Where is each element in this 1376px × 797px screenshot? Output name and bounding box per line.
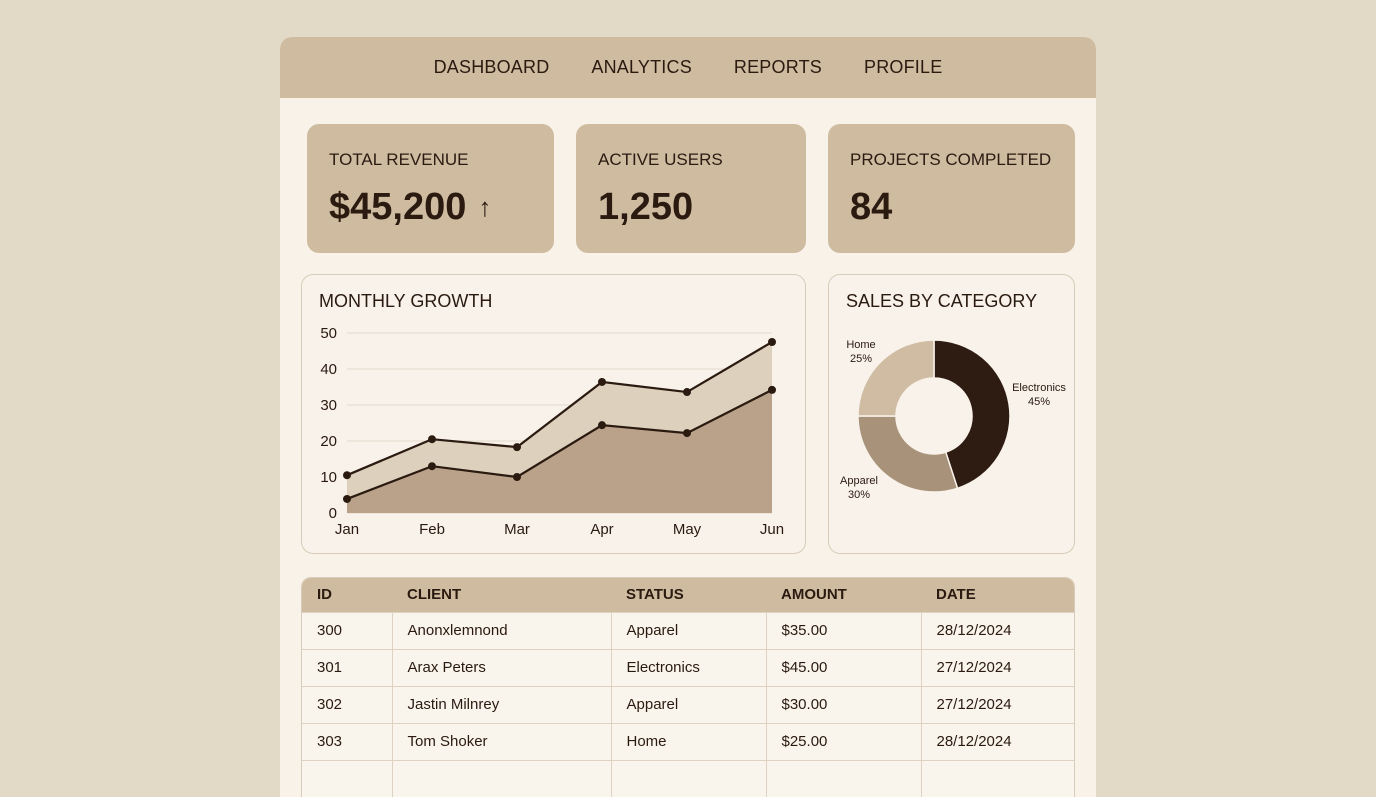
kpi-value-text: $45,200 <box>329 186 467 228</box>
top-navigation: DASHBOARD ANALYTICS REPORTS PROFILE <box>280 37 1096 98</box>
nav-analytics[interactable]: ANALYTICS <box>591 57 692 77</box>
table-row[interactable]: 303 Tom Shoker Home $25.00 28/12/2024 <box>302 722 1074 760</box>
table-header-row: ID CLIENT STATUS AMOUNT DATE <box>302 578 1074 612</box>
cell-id: 303 <box>302 722 392 760</box>
donut-percent: 45% <box>1028 396 1050 408</box>
data-point[interactable] <box>343 494 351 503</box>
nav-dashboard[interactable]: DASHBOARD <box>433 57 550 77</box>
monthly-growth-title: MONTHLY GROWTH <box>319 291 493 311</box>
cell-status <box>610 759 766 797</box>
cell-client: Jastin Milnrey <box>391 685 611 723</box>
y-tick-label: 50 <box>320 325 337 342</box>
series-line <box>346 341 773 477</box>
donut-slice-electronics[interactable] <box>933 339 1011 490</box>
table-row[interactable]: 302 Jastin Milnrey Apparel $30.00 27/12/2024 <box>302 685 1074 723</box>
cell-amount <box>765 759 921 797</box>
header-status[interactable]: STATUS <box>611 578 766 612</box>
x-tick-label: Mar <box>504 521 530 538</box>
x-tick-label: May <box>673 521 702 538</box>
y-tick-label: 10 <box>320 469 337 486</box>
dashboard-page: DASHBOARD ANALYTICS REPORTS PROFILE TOTA… <box>280 37 1096 797</box>
header-amount[interactable]: AMOUNT <box>766 578 921 612</box>
trend-up-arrow-icon: ↑ <box>478 192 492 222</box>
cell-status: Electronics <box>610 648 766 686</box>
data-point[interactable] <box>343 471 351 480</box>
donut-slice-apparel[interactable] <box>857 415 959 493</box>
cell-status: Apparel <box>610 611 766 649</box>
cell-status: Apparel <box>610 685 766 723</box>
kpi-active-users: ACTIVE USERS 1,250 <box>576 124 806 253</box>
sales-by-category-title: SALES BY CATEGORY <box>846 291 1038 311</box>
cell-id: 300 <box>302 611 392 649</box>
orders-table: ID CLIENT STATUS AMOUNT DATE 300 Anonxlem… <box>301 577 1075 797</box>
data-point[interactable] <box>683 429 691 438</box>
cell-id <box>302 759 392 797</box>
cell-client: Anonxlemnond <box>391 611 611 649</box>
header-client[interactable]: CLIENT <box>392 578 611 612</box>
cell-date: 27/12/2024 <box>920 685 1074 723</box>
cell-client: Tom Shoker <box>391 722 611 760</box>
y-tick-label: 40 <box>320 361 337 378</box>
donut-label: Home <box>846 339 875 351</box>
cell-amount: $35.00 <box>765 611 921 649</box>
cell-client: Arax Peters <box>391 648 611 686</box>
donut-percent: 30% <box>848 489 870 501</box>
cell-client <box>391 759 611 797</box>
kpi-label: TOTAL REVENUE <box>329 150 469 169</box>
x-tick-label: Apr <box>590 521 613 538</box>
sales-donut-chart: Electronics 45% Apparel 30% Home 25% <box>840 339 1066 501</box>
cell-date: 28/12/2024 <box>920 722 1074 760</box>
x-tick-label: Jan <box>335 521 359 538</box>
y-tick-label: 30 <box>320 397 337 414</box>
cell-date <box>920 759 1074 797</box>
kpi-projects-completed: PROJECTS COMPLETED 84 <box>828 124 1075 253</box>
table-row[interactable]: 300 Anonxlemnond Apparel $35.00 28/12/2024 <box>302 611 1074 649</box>
nav-reports[interactable]: REPORTS <box>733 57 822 77</box>
data-point[interactable] <box>598 421 606 430</box>
cell-amount: $30.00 <box>765 685 921 723</box>
data-point[interactable] <box>683 388 691 397</box>
monthly-growth-card: MONTHLY GROWTH 0 10 20 30 40 50 Jan Feb Mar Apr Ma… <box>301 274 806 554</box>
table-row[interactable]: 301 Arax Peters Electronics $45.00 27/12/202… <box>302 648 1074 686</box>
kpi-label: ACTIVE USERS <box>598 150 723 169</box>
donut-slice-home[interactable] <box>857 339 935 417</box>
data-point[interactable] <box>598 377 606 386</box>
cell-id: 301 <box>302 648 392 686</box>
y-tick-label: 0 <box>329 505 337 522</box>
series-line <box>346 388 773 500</box>
cell-amount: $25.00 <box>765 722 921 760</box>
cell-status: Home <box>610 722 766 760</box>
data-point[interactable] <box>768 338 776 346</box>
data-point[interactable] <box>428 462 436 471</box>
kpi-label: PROJECTS COMPLETED <box>850 150 1052 169</box>
kpi-value: 84 <box>850 186 1053 229</box>
data-point[interactable] <box>428 435 436 444</box>
x-tick-label: Feb <box>419 521 445 538</box>
data-point[interactable] <box>513 443 521 452</box>
kpi-value: 1,250 <box>598 186 784 229</box>
data-point[interactable] <box>513 473 521 481</box>
cell-date: 27/12/2024 <box>920 648 1074 686</box>
donut-percent: 25% <box>850 353 872 365</box>
kpi-value: $45,200 ↑ <box>329 186 532 229</box>
donut-label: Apparel <box>840 475 878 487</box>
header-id[interactable]: ID <box>302 578 392 612</box>
table-row[interactable] <box>302 759 1074 797</box>
donut-label: Electronics <box>1012 382 1066 394</box>
cell-date: 28/12/2024 <box>920 611 1074 649</box>
header-date[interactable]: DATE <box>921 578 1074 612</box>
monthly-growth-chart: 0 10 20 30 40 50 Jan Feb Mar Apr May Jun <box>320 325 784 538</box>
data-point[interactable] <box>768 385 776 394</box>
nav-profile[interactable]: PROFILE <box>864 57 943 77</box>
y-tick-label: 20 <box>320 433 337 450</box>
sales-by-category-card: SALES BY CATEGORY Electronics 45% Apparel 3… <box>828 274 1075 554</box>
cell-id: 302 <box>302 685 392 723</box>
kpi-value-text: 84 <box>850 186 893 228</box>
cell-amount: $45.00 <box>765 648 921 686</box>
x-tick-label: Jun <box>760 521 784 538</box>
kpi-value-text: 1,250 <box>598 186 694 228</box>
kpi-total-revenue: TOTAL REVENUE $45,200 ↑ <box>307 124 554 253</box>
